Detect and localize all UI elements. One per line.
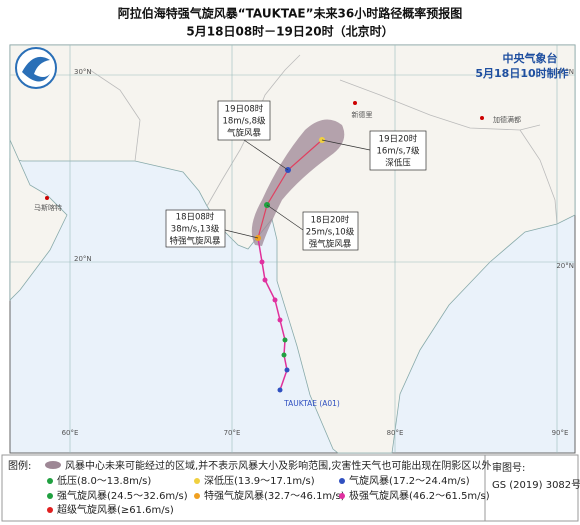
city-label: 加德满都 — [493, 115, 521, 124]
city-marker — [45, 196, 49, 200]
legend-item: 超级气旋风暴(≥61.6m/s) — [57, 503, 174, 516]
legend-item: 特强气旋风暴(32.7～46.1m/s) — [204, 489, 345, 502]
lon-label: 60°E — [62, 429, 79, 437]
city-marker — [353, 101, 357, 105]
callout-time: 18日08时 — [176, 212, 215, 223]
storm-label: TAUKTAE (A01) — [283, 399, 340, 408]
callout-time: 18日20时 — [311, 215, 350, 226]
footer-number: GS (2019) 3082号 — [492, 479, 580, 491]
lon-label: 90°E — [552, 429, 569, 437]
callout-wind: 18m/s,8级 — [223, 116, 266, 127]
callout-category: 强气旋风暴 — [309, 239, 352, 250]
city-marker — [480, 116, 484, 120]
legend-frame — [1, 454, 579, 522]
legend-swatch — [339, 493, 345, 499]
legend-swatch — [45, 461, 61, 469]
forecast-track — [257, 139, 323, 239]
lon-label: 70°E — [224, 429, 241, 437]
legend-heading: 图例: — [8, 459, 31, 472]
callout-wind: 16m/s,7级 — [377, 146, 420, 157]
legend-cone: 风暴中心未来可能经过的区域,并不表示风暴大小及影响范围,灾害性天气也可能出现在阴… — [65, 459, 491, 472]
title: 阿拉伯海特强气旋风暴“TAUKTAE”未来36小时路径概率预报图 — [118, 6, 462, 21]
callout-category: 气旋风暴 — [227, 128, 262, 139]
lat-label: 30°N — [556, 68, 574, 76]
callout-wind: 38m/s,13级 — [171, 224, 220, 235]
agency-name: 中央气象台 — [503, 51, 558, 65]
legend-swatch — [47, 507, 53, 513]
callout-time: 19日20时 — [379, 134, 418, 145]
map: 30°N 20°N 30°N 20°N 60°E 70°E 80°E 90°E … — [9, 44, 576, 454]
legend-swatch — [47, 478, 53, 484]
lat-label: 20°N — [556, 262, 574, 270]
legend-item: 气旋风暴(17.2～24.4m/s) — [349, 474, 470, 487]
legend-swatch — [194, 493, 200, 499]
city-label: 新德里 — [352, 110, 373, 119]
legend-item: 深低压(13.9～17.1m/s) — [204, 474, 315, 487]
legend-item: 强气旋风暴(24.5～32.6m/s) — [57, 489, 188, 502]
probability-cone — [251, 119, 345, 246]
subtitle: 5月18日08时－19日20时（北京时） — [186, 24, 393, 39]
lat-label: 20°N — [74, 255, 92, 263]
land — [9, 44, 576, 454]
agency-issued: 5月18日10时制作 — [475, 66, 568, 80]
footer-label: 审图号: — [492, 461, 525, 474]
lon-label: 80°E — [387, 429, 404, 437]
callout-category: 特强气旋风暴 — [169, 236, 221, 247]
lat-label: 30°N — [74, 68, 92, 76]
legend-item: 低压(8.0～13.8m/s) — [57, 474, 151, 487]
legend-item: 极强气旋风暴(46.2～61.5m/s) — [349, 489, 490, 502]
legend-swatch — [194, 478, 200, 484]
callout-time: 19日08时 — [225, 104, 264, 115]
callout-category: 深低压 — [385, 158, 411, 169]
callout-wind: 25m/s,10级 — [306, 227, 355, 238]
legend-swatch — [47, 493, 53, 499]
logo — [15, 47, 57, 89]
legend-swatch — [339, 478, 345, 484]
track-points — [255, 137, 325, 393]
legend: 图例: 风暴中心未来可能经过的区域,并不表示风暴大小及影响范围,灾害性天气也可能… — [1, 454, 580, 522]
callout-boxes — [165, 100, 427, 251]
city-label: 马斯喀特 — [34, 203, 62, 212]
land — [9, 139, 68, 301]
